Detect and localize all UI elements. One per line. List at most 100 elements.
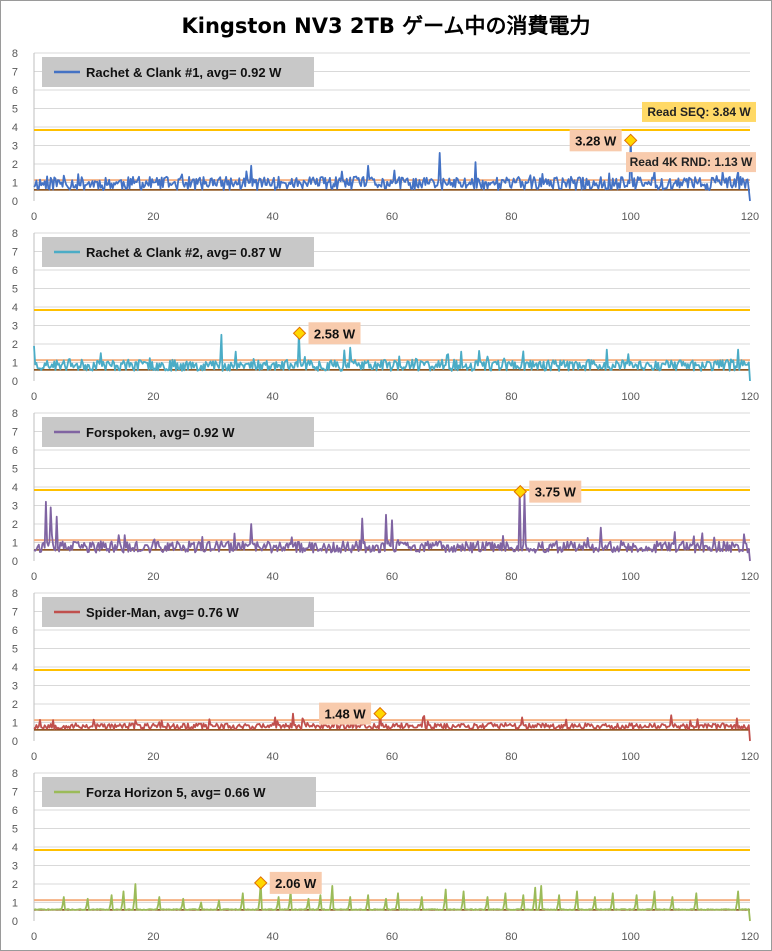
y-tick-label: 0 (12, 736, 18, 748)
ref-label-read-seq: Read SEQ: 3.84 W (647, 105, 751, 119)
peak-label: 2.58 W (314, 326, 356, 341)
y-tick-label: 6 (12, 445, 18, 457)
peak-label-box (569, 129, 622, 152)
x-tick-label: 120 (741, 211, 759, 223)
x-tick-label: 20 (147, 571, 159, 583)
y-tick-label: 2 (12, 699, 18, 711)
y-tick-label: 5 (12, 824, 18, 836)
x-tick-label: 100 (621, 211, 639, 223)
y-tick-label: 1 (12, 718, 18, 730)
x-tick-label: 100 (621, 751, 639, 763)
y-tick-label: 6 (12, 625, 18, 637)
x-tick-label: 60 (386, 931, 398, 943)
x-tick-label: 40 (267, 211, 279, 223)
y-tick-label: 0 (12, 376, 18, 388)
y-tick-label: 3 (12, 321, 18, 333)
y-tick-label: 0 (12, 196, 18, 208)
peak-label: 3.28 W (575, 133, 617, 148)
y-tick-label: 7 (12, 607, 18, 619)
y-tick-label: 4 (12, 842, 18, 854)
legend-label: Spider-Man, avg= 0.76 W (86, 605, 240, 620)
y-tick-label: 3 (12, 681, 18, 693)
y-tick-label: 5 (12, 464, 18, 476)
x-tick-label: 0 (31, 571, 37, 583)
y-tick-label: 2 (12, 159, 18, 171)
x-tick-label: 120 (741, 391, 759, 403)
x-tick-label: 100 (621, 391, 639, 403)
legend-box (42, 597, 314, 627)
series-line (33, 882, 751, 922)
x-tick-label: 40 (267, 931, 279, 943)
x-tick-label: 60 (386, 391, 398, 403)
peak-label: 2.06 W (275, 876, 317, 891)
x-tick-label: 0 (31, 931, 37, 943)
y-tick-label: 7 (12, 787, 18, 799)
y-tick-label: 5 (12, 284, 18, 296)
x-tick-label: 20 (147, 211, 159, 223)
legend-box (42, 417, 314, 447)
x-tick-label: 80 (505, 751, 517, 763)
y-tick-label: 5 (12, 644, 18, 656)
y-tick-label: 7 (12, 67, 18, 79)
y-tick-label: 8 (12, 48, 18, 60)
page-title: Kingston NV3 2TB ゲーム中の消費電力 (181, 14, 591, 38)
y-tick-label: 6 (12, 265, 18, 277)
x-tick-label: 60 (386, 751, 398, 763)
y-tick-label: 8 (12, 228, 18, 240)
y-tick-label: 5 (12, 104, 18, 116)
y-tick-label: 1 (12, 538, 18, 550)
x-tick-label: 80 (505, 931, 517, 943)
x-tick-label: 0 (31, 211, 37, 223)
x-tick-label: 80 (505, 211, 517, 223)
y-tick-label: 7 (12, 427, 18, 439)
x-tick-label: 40 (267, 571, 279, 583)
y-tick-label: 8 (12, 588, 18, 600)
y-tick-label: 3 (12, 501, 18, 513)
x-tick-label: 80 (505, 391, 517, 403)
y-tick-label: 8 (12, 408, 18, 420)
y-tick-label: 0 (12, 556, 18, 568)
y-tick-label: 2 (12, 339, 18, 351)
legend-label: Rachet & Clank #1, avg= 0.92 W (86, 65, 282, 80)
peak-marker (254, 876, 268, 890)
peak-label-box (319, 702, 372, 725)
peak-marker (292, 326, 307, 340)
y-tick-label: 1 (12, 898, 18, 910)
series-line (33, 490, 751, 562)
legend-label: Forza Horizon 5, avg= 0.66 W (86, 785, 266, 800)
series-line (33, 332, 751, 382)
legend-box (42, 237, 314, 267)
series-line (33, 712, 751, 742)
y-tick-label: 1 (12, 178, 18, 190)
peak-marker (373, 706, 387, 721)
x-tick-label: 120 (741, 751, 759, 763)
x-tick-label: 40 (267, 751, 279, 763)
legend-box (42, 57, 314, 87)
peak-label: 1.48 W (324, 707, 366, 722)
x-tick-label: 120 (741, 571, 759, 583)
x-tick-label: 120 (741, 931, 759, 943)
y-tick-label: 2 (12, 519, 18, 531)
y-tick-label: 6 (12, 805, 18, 817)
x-tick-label: 20 (147, 751, 159, 763)
peak-label-box (529, 480, 582, 503)
legend-label: Rachet & Clank #2, avg= 0.87 W (86, 245, 282, 260)
x-tick-label: 80 (505, 571, 517, 583)
y-tick-label: 1 (12, 358, 18, 370)
y-tick-label: 8 (12, 768, 18, 780)
peak-marker (623, 133, 638, 148)
y-tick-label: 4 (12, 302, 18, 314)
x-tick-label: 0 (31, 391, 37, 403)
x-tick-label: 60 (386, 571, 398, 583)
y-tick-label: 4 (12, 122, 18, 134)
x-tick-label: 20 (147, 391, 159, 403)
peak-marker (513, 484, 527, 499)
x-tick-label: 0 (31, 751, 37, 763)
peak-label: 3.75 W (535, 485, 577, 500)
